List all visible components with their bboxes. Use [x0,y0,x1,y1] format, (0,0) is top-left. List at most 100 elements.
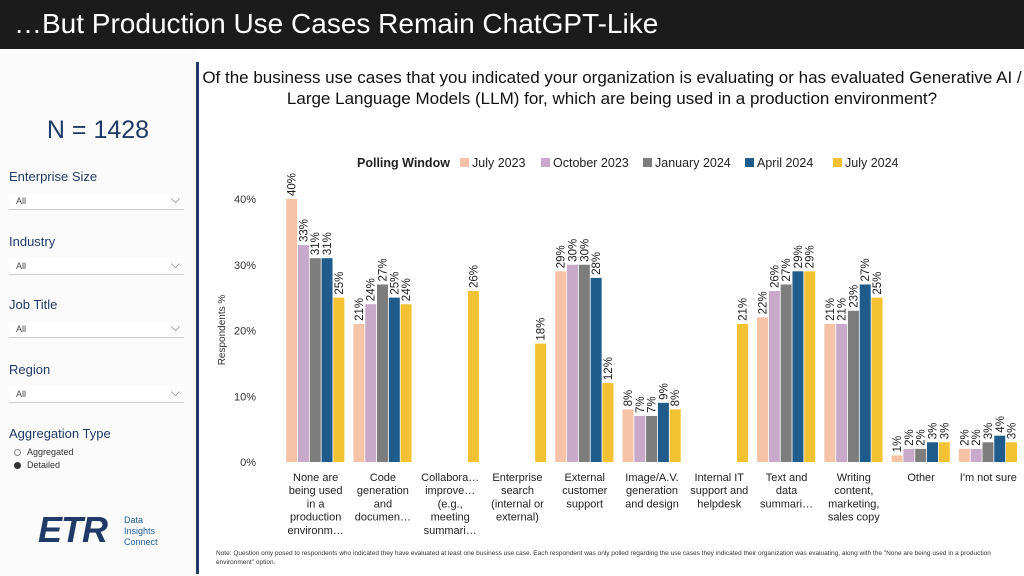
data-label: 29% [805,245,817,268]
x-tick-label: Writing [837,472,871,484]
y-tick-label: 30% [234,260,256,272]
x-tick-label: generation [357,485,409,497]
data-label: 2% [916,429,928,446]
radio-detailed-label: Detailed [27,460,61,470]
bar-4-4 [602,383,614,462]
x-tick-label: being used [289,485,343,497]
bar-5-1 [634,415,646,462]
x-tick-label: external) [496,512,539,524]
x-tick-label: Text and [766,472,808,484]
x-tick-label: support and [690,485,748,497]
bar-6-4 [736,323,748,462]
x-tick-label: Internal IT [695,472,745,484]
data-label: 24% [366,278,378,301]
data-label: 31% [322,232,334,255]
bar-4-0 [555,271,567,462]
data-label: 25% [334,272,346,295]
x-tick-label: generation [626,485,678,497]
bar-8-4 [871,297,883,462]
data-label: 2% [971,429,983,446]
slide-title: …But Production Use Cases Remain ChatGPT… [14,8,659,39]
bar-10-2 [982,442,994,462]
data-label: 21% [354,298,366,321]
data-label: 21% [737,298,749,321]
filter-label-industry: Industry [9,234,56,249]
bar-8-1 [836,323,848,462]
bar-9-2 [915,448,927,462]
bar-10-0 [958,448,970,462]
data-label: 30% [568,239,580,262]
data-label: 2% [959,429,971,446]
bar-7-2 [780,284,792,462]
bar-1-4 [400,304,412,462]
x-tick-label: environm… [288,525,344,537]
bar-9-1 [903,448,915,462]
x-tick-label: summari… [760,498,813,510]
job-title-select[interactable]: All ⌵ [9,320,184,338]
bar-7-4 [804,271,816,462]
legend-item-1: October 2023 [553,156,629,170]
data-label: 27% [860,258,872,281]
y-axis-label: Respondents % [217,295,228,366]
radio-aggregated[interactable]: Aggregated [14,447,74,457]
enterprise-size-value: All [16,196,27,206]
y-tick-label: 10% [234,391,256,403]
data-label: 1% [892,436,904,453]
chevron-down-icon: ⌵ [170,385,180,399]
radio-off-icon [14,449,21,457]
bar-8-3 [859,284,871,462]
data-label: 7% [647,396,659,413]
x-tick-label: and [374,498,392,510]
x-tick-label: (e.g., [438,498,463,510]
data-label: 8% [670,390,682,407]
data-label: 3% [939,423,951,440]
bar-5-0 [622,409,634,462]
y-tick-label: 40% [234,194,256,206]
region-select[interactable]: All ⌵ [9,385,184,403]
data-label: 27% [781,258,793,281]
bar-3-4 [535,343,547,462]
bar-1-3 [388,297,400,462]
data-label: 26% [769,265,781,288]
data-label: 9% [658,383,670,400]
legend-swatch-2 [643,158,652,167]
industry-select[interactable]: All ⌵ [9,257,184,275]
x-tick-label: I'm not sure [960,472,1017,484]
x-tick-label: sales copy [828,512,880,524]
bar-1-0 [353,323,365,462]
x-tick-label: search [501,485,534,497]
bar-1-2 [377,284,389,462]
logo-line-1: Data [124,515,144,525]
x-tick-label: documen… [355,512,411,524]
sidebar-divider [196,62,199,574]
data-label: 4% [995,416,1007,433]
x-tick-label: in a [307,498,326,510]
data-label: 21% [837,298,849,321]
survey-question: Of the business use cases that you indic… [202,68,1022,108]
title-bar: …But Production Use Cases Remain ChatGPT… [0,0,1024,49]
x-tick-label: Collabora… [421,472,479,484]
x-tick-label: helpdesk [697,498,742,510]
bar-8-0 [824,323,836,462]
enterprise-size-select[interactable]: All ⌵ [9,192,184,210]
bar-4-1 [567,264,579,462]
data-label: 33% [298,219,310,242]
data-label: 29% [556,245,568,268]
bar-2-4 [467,291,479,462]
bar-1-1 [365,304,377,462]
y-tick-label: 0% [240,457,256,469]
bar-0-4 [333,297,345,462]
chevron-down-icon: ⌵ [170,257,180,271]
bar-9-4 [938,442,950,462]
data-label: 40% [287,173,299,196]
bar-9-3 [926,442,938,462]
sample-size-label: N = 1428 [46,116,150,144]
x-tick-label: improve… [425,485,475,497]
bar-7-0 [757,317,769,462]
x-tick-label: External [565,472,605,484]
bar-7-1 [768,291,780,462]
radio-detailed[interactable]: Detailed [14,460,60,470]
data-label: 26% [468,265,480,288]
bar-4-3 [590,277,602,462]
bar-7-3 [792,271,804,462]
